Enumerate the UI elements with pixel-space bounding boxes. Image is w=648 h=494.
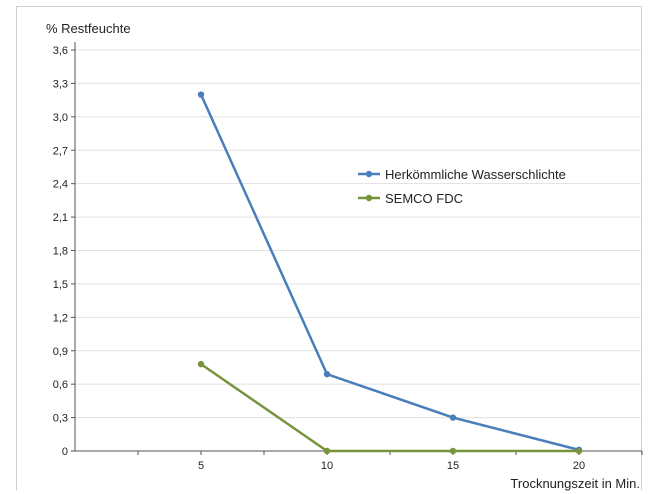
x-tick-label: 15	[447, 460, 459, 472]
x-tick-label: 10	[321, 460, 333, 472]
data-point	[449, 414, 457, 421]
data-point	[449, 447, 457, 455]
series-line-1	[200, 363, 579, 453]
y-tick-label: 0,9	[53, 346, 68, 358]
y-tick-label: 0,6	[53, 379, 68, 391]
data-point	[323, 447, 331, 455]
x-tick-label: 5	[198, 460, 204, 472]
y-axis-title: % Restfeuchte	[46, 21, 131, 36]
data-point	[323, 370, 331, 378]
y-tick-label: 0	[62, 446, 68, 458]
axes	[71, 42, 642, 452]
y-ticks: 0 0,3 0,6 0,9 1,2 1,5 1,8 2,1 2,4 2,7 3,0 3,3 3,6	[53, 45, 75, 458]
data-point	[197, 91, 205, 98]
y-tick-label: 3,3	[53, 78, 68, 90]
legend-swatch-marker	[365, 194, 373, 202]
x-ticks: 5 10 15 20	[137, 451, 643, 472]
x-tick-label: 20	[573, 460, 585, 472]
y-tick-label: 2,7	[53, 145, 68, 157]
gridlines	[75, 49, 642, 419]
y-tick-label: 0,3	[53, 413, 68, 425]
data-point	[575, 447, 583, 455]
y-tick-label: 1,8	[53, 246, 68, 258]
y-tick-label: 1,2	[53, 312, 68, 324]
legend: Herkömmliche Wasserschlichte SEMCO FDC	[358, 167, 566, 206]
y-tick-label: 3,6	[53, 45, 68, 57]
series-layer	[197, 91, 583, 455]
chart-frame	[16, 6, 642, 490]
legend-label: Herkömmliche Wasserschlichte	[385, 167, 566, 182]
data-point	[197, 360, 205, 368]
legend-label: SEMCO FDC	[385, 191, 463, 206]
y-tick-label: 3,0	[53, 112, 68, 124]
legend-swatch-marker	[365, 170, 373, 178]
y-tick-label: 2,4	[53, 179, 68, 191]
y-tick-label: 1,5	[53, 279, 68, 291]
y-tick-label: 2,1	[53, 212, 68, 224]
series-line-0	[199, 94, 580, 452]
x-axis-title: Trocknungszeit in Min.	[510, 476, 640, 491]
